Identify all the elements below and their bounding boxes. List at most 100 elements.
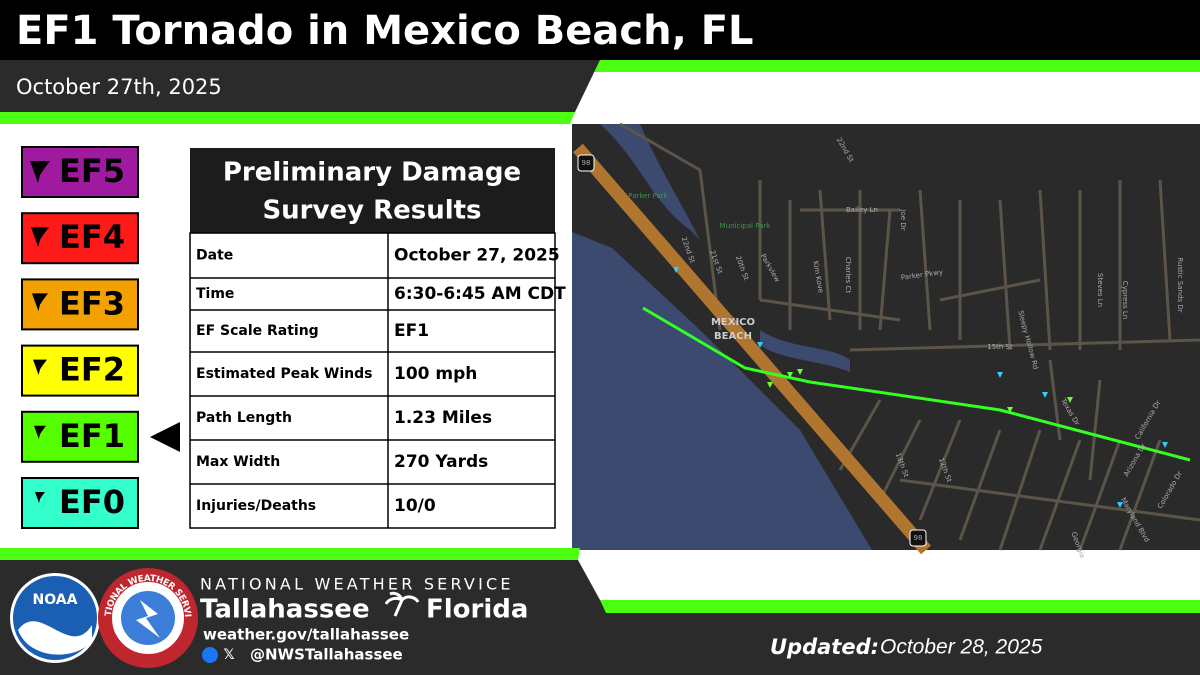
street xyxy=(759,298,901,322)
map-label: Charles Ct xyxy=(844,257,852,294)
ef-scale: EF5 EF4 EF3 EF2 EF1 EF0 xyxy=(21,146,139,529)
agency: NATIONAL WEATHER SERVICE xyxy=(200,575,514,594)
damage-point xyxy=(1067,397,1073,403)
tornado-icon xyxy=(33,359,47,376)
damage-point xyxy=(767,382,773,388)
noaa-text: NOAA xyxy=(33,592,78,608)
street xyxy=(998,429,1042,551)
handle: @NWSTallahassee xyxy=(250,646,403,664)
street xyxy=(878,209,892,331)
map-label: MEXICO xyxy=(711,317,755,328)
ef-label: EF0 xyxy=(59,483,125,521)
facebook-icon xyxy=(202,647,218,663)
row-label: EF Scale Rating xyxy=(196,323,319,339)
row-label: Time xyxy=(196,286,234,302)
row-label: Injuries/Deaths xyxy=(196,498,316,514)
ef-box xyxy=(21,278,139,331)
damage-point xyxy=(757,342,763,348)
ef-label: EF2 xyxy=(59,351,125,389)
footer-bar xyxy=(0,560,1200,675)
damage-point xyxy=(1007,407,1013,413)
damage-point xyxy=(1042,392,1048,398)
ef-box xyxy=(21,344,139,397)
damage-point xyxy=(787,372,793,378)
office-city: Tallahassee xyxy=(200,595,370,625)
table-header xyxy=(190,148,555,233)
route-shield xyxy=(577,154,595,172)
logo-band xyxy=(98,568,198,668)
street xyxy=(619,122,701,172)
row-label: Estimated Peak Winds xyxy=(196,366,372,382)
street xyxy=(849,338,1200,352)
row-value: 6:30-6:45 AM CDT xyxy=(394,284,566,304)
map-label: Joe Dr xyxy=(899,208,907,230)
noaa-logo: NOAA xyxy=(10,573,100,663)
ef-label: EF1 xyxy=(59,417,125,455)
row-label: Date xyxy=(196,248,233,264)
street xyxy=(899,478,1200,522)
map-label: Parker Park xyxy=(628,192,668,200)
stripe xyxy=(0,112,575,124)
office-state: Florida xyxy=(426,595,528,625)
table-title: Preliminary Damage xyxy=(223,158,521,188)
damage-points xyxy=(673,267,1168,508)
water xyxy=(600,124,700,240)
street xyxy=(1118,439,1162,551)
title-bar xyxy=(0,0,1200,60)
ef-label: EF4 xyxy=(59,218,125,256)
map-label: Steves Ln xyxy=(1096,273,1104,307)
street xyxy=(918,189,932,331)
street xyxy=(1088,379,1102,481)
logo-gull xyxy=(18,621,92,655)
damage-point xyxy=(997,372,1003,378)
logo-bolt xyxy=(136,600,160,638)
ef-box xyxy=(21,212,139,265)
street xyxy=(998,199,1012,351)
streets xyxy=(619,122,1200,551)
map-label: Municipal Park xyxy=(720,222,772,230)
url: weather.gov/tallahassee xyxy=(203,626,409,644)
tornado-icon xyxy=(30,161,50,183)
updated-label: Updated: xyxy=(770,635,879,659)
ef-box xyxy=(21,410,139,463)
row-value: October 27, 2025 xyxy=(394,246,560,266)
row-label: Path Length xyxy=(196,410,292,426)
street xyxy=(1158,179,1172,341)
row-value: 100 mph xyxy=(394,364,477,384)
date: October 27th, 2025 xyxy=(16,75,222,99)
street xyxy=(958,429,1002,541)
damage-point xyxy=(673,267,679,273)
row-label: Max Width xyxy=(196,454,280,470)
tornado-icon xyxy=(35,492,45,503)
x-icon: 𝕏 xyxy=(223,647,234,663)
tornado-icon xyxy=(34,425,46,439)
map-label: 15th St xyxy=(987,343,1013,351)
street xyxy=(1038,439,1082,551)
stripe xyxy=(600,600,1200,613)
date-bar xyxy=(0,60,600,112)
street xyxy=(939,278,1041,302)
tornado-track xyxy=(642,306,1191,462)
row-value: 1.23 Miles xyxy=(394,408,492,428)
stripe xyxy=(0,548,580,560)
street xyxy=(1038,189,1052,351)
stripe xyxy=(592,60,1200,72)
tornado-icon xyxy=(31,227,49,247)
route-shield xyxy=(909,529,927,547)
ef-box xyxy=(21,477,139,529)
highway xyxy=(573,143,931,555)
table-border xyxy=(189,232,556,529)
table: Date October 27, 2025 Time 6:30-6:45 AM CDT… xyxy=(189,232,566,529)
table-title: Survey Results xyxy=(262,196,481,226)
street xyxy=(818,189,832,321)
damage-point xyxy=(1162,442,1168,448)
map-label: Bailey Ln xyxy=(846,206,878,214)
palm-icon xyxy=(384,591,420,617)
tornado-icon xyxy=(32,293,48,311)
ef-box xyxy=(21,146,139,198)
map-label: 98 xyxy=(582,159,591,167)
map-label: BEACH xyxy=(714,331,752,342)
